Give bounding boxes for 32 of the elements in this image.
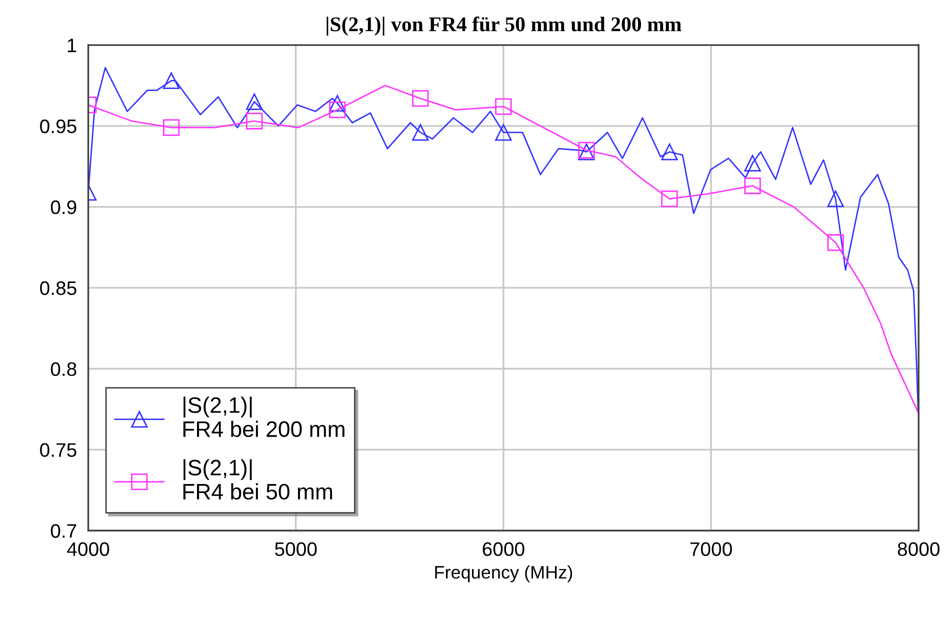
y-tick-label: 0.85 — [40, 281, 76, 296]
point — [827, 190, 844, 208]
point — [412, 124, 429, 141]
point — [246, 112, 263, 130]
x-tick-label: 6000 — [482, 542, 524, 556]
x-tick-label: 4000 — [67, 542, 110, 556]
point — [329, 101, 346, 118]
point — [744, 178, 761, 194]
y-tick-label: 0.95 — [40, 119, 76, 134]
x-tick-label: 7000 — [690, 542, 732, 556]
y-tick-label: 0.9 — [50, 200, 76, 214]
point — [412, 90, 429, 107]
point — [661, 190, 678, 208]
point — [246, 93, 263, 110]
point — [495, 124, 512, 141]
legend-label: |S(2,1)| FR4 bei 200 mm — [183, 396, 344, 438]
y-tick-label: 0.8 — [50, 362, 76, 376]
point — [162, 119, 180, 136]
legend-label: |S(2,1)| FR4 bei 50 mm — [183, 459, 332, 500]
chart-title: |S(2,1)| von FR4 für 50 mm und 200 mm — [326, 16, 682, 36]
x-axis-title: Frequency (MHz) — [435, 565, 572, 582]
y-tick-label: 1 — [68, 38, 76, 52]
point — [744, 154, 761, 172]
point — [329, 94, 346, 112]
y-tick-label: 0.75 — [40, 443, 76, 457]
x-tick-label: 8000 — [898, 542, 940, 556]
point — [827, 234, 844, 251]
point — [162, 72, 180, 89]
x-tick-label: 5000 — [275, 542, 317, 556]
point — [495, 98, 512, 115]
point — [661, 144, 678, 160]
y-tick-label: 0.7 — [50, 524, 76, 538]
